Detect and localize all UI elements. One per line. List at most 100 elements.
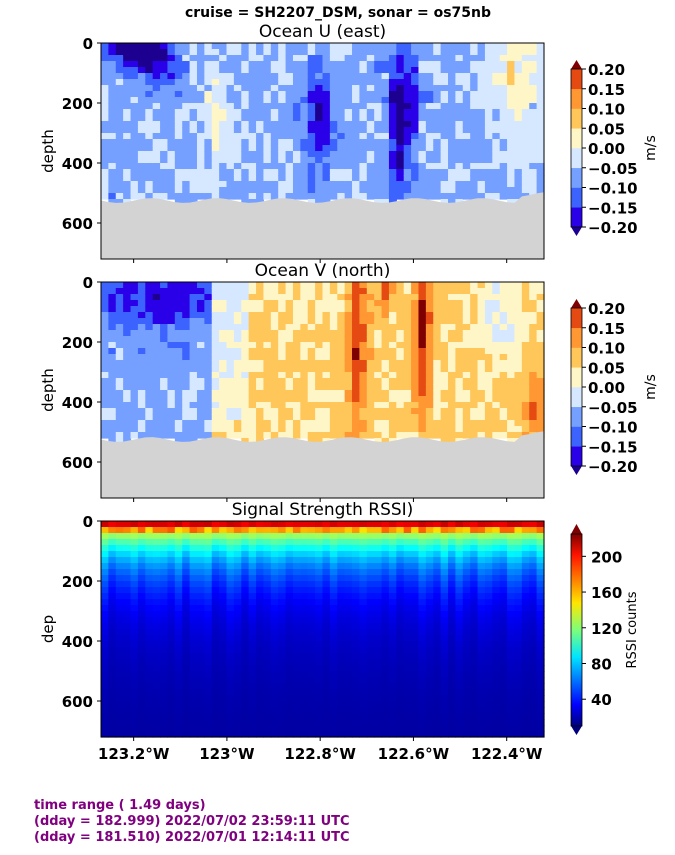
field-cell: [145, 629, 154, 636]
field-cell: [433, 187, 442, 194]
field-cell: [285, 527, 294, 534]
field-cell: [123, 689, 132, 696]
field-cell: [433, 396, 442, 403]
field-cell: [145, 67, 154, 74]
field-cell: [219, 557, 228, 564]
field-cell: [241, 366, 250, 373]
field-cell: [182, 689, 191, 696]
field-cell: [145, 695, 154, 702]
field-cell: [101, 599, 109, 606]
field-cell: [182, 659, 191, 666]
field-cell: [219, 294, 228, 301]
field-cell: [418, 49, 427, 56]
field-cell: [130, 151, 139, 158]
field-cell: [130, 593, 139, 600]
field-cell: [130, 163, 139, 170]
field-cell: [507, 133, 516, 140]
field-cell: [425, 109, 434, 116]
field-cell: [292, 539, 301, 546]
field-cell: [374, 366, 383, 373]
field-cell: [101, 653, 109, 660]
field-cell: [396, 420, 405, 427]
field-cell: [182, 163, 191, 170]
field-cell: [492, 294, 501, 301]
field-cell: [307, 61, 316, 68]
field-cell: [263, 695, 272, 702]
field-cell: [241, 199, 250, 206]
field-cell: [160, 533, 169, 540]
field-cell: [374, 533, 383, 540]
field-cell: [226, 414, 235, 421]
field-cell: [381, 55, 390, 62]
field-cell: [329, 641, 338, 648]
field-cell: [278, 157, 287, 164]
field-cell: [514, 330, 523, 337]
field-cell: [499, 103, 508, 110]
field-cell: [388, 545, 397, 552]
field-cell: [381, 43, 390, 50]
field-cell: [167, 713, 176, 720]
field-cell: [160, 545, 169, 552]
field-cell: [152, 551, 161, 558]
field-cell: [448, 115, 456, 122]
field-cell: [204, 426, 213, 433]
field-cell: [359, 635, 368, 642]
field-cell: [388, 169, 397, 176]
field-cell: [211, 151, 220, 158]
field-cell: [462, 360, 471, 367]
field-cell: [374, 348, 383, 355]
field-cell: [270, 521, 279, 528]
field-cell: [189, 629, 198, 636]
field-cell: [492, 175, 501, 182]
field-cell: [418, 67, 427, 74]
field-cell: [167, 330, 176, 337]
field-cell: [337, 378, 346, 385]
field-cell: [322, 683, 331, 690]
field-cell: [263, 360, 272, 367]
field-cell: [507, 294, 516, 301]
field-cell: [137, 115, 146, 122]
field-cell: [433, 324, 442, 331]
field-cell: [366, 157, 375, 164]
field-cell: [329, 91, 338, 98]
field-cell: [536, 420, 545, 427]
field-cell: [174, 324, 183, 331]
field-cell: [160, 187, 169, 194]
field-cell: [123, 527, 132, 534]
field-cell: [507, 300, 516, 307]
field-cell: [189, 372, 198, 379]
field-cell: [263, 402, 272, 409]
field-cell: [108, 294, 117, 301]
field-cell: [307, 713, 316, 720]
field-cell: [455, 127, 464, 134]
field-cell: [381, 593, 390, 600]
field-cell: [174, 109, 183, 116]
field-cell: [248, 629, 257, 636]
field-cell: [521, 378, 530, 385]
field-cell: [174, 103, 183, 110]
field-cell: [396, 593, 405, 600]
field-cell: [145, 713, 154, 720]
field-cell: [256, 115, 265, 122]
field-cell: [123, 420, 132, 427]
field-cell: [425, 545, 434, 552]
field-cell: [256, 109, 265, 116]
field-cell: [425, 187, 434, 194]
field-cell: [241, 677, 250, 684]
field-cell: [263, 354, 272, 361]
field-cell: [137, 635, 146, 642]
field-cell: [499, 55, 508, 62]
field-cell: [521, 103, 530, 110]
field-cell: [388, 593, 397, 600]
field-cell: [300, 360, 309, 367]
field-cell: [174, 557, 183, 564]
field-cell: [241, 545, 250, 552]
field-cell: [337, 318, 346, 325]
field-cell: [536, 288, 545, 295]
field-cell: [307, 318, 316, 325]
field-cell: [123, 181, 132, 188]
field-cell: [256, 55, 265, 62]
field-cell: [226, 701, 235, 708]
field-cell: [470, 306, 479, 313]
field-cell: [123, 665, 132, 672]
